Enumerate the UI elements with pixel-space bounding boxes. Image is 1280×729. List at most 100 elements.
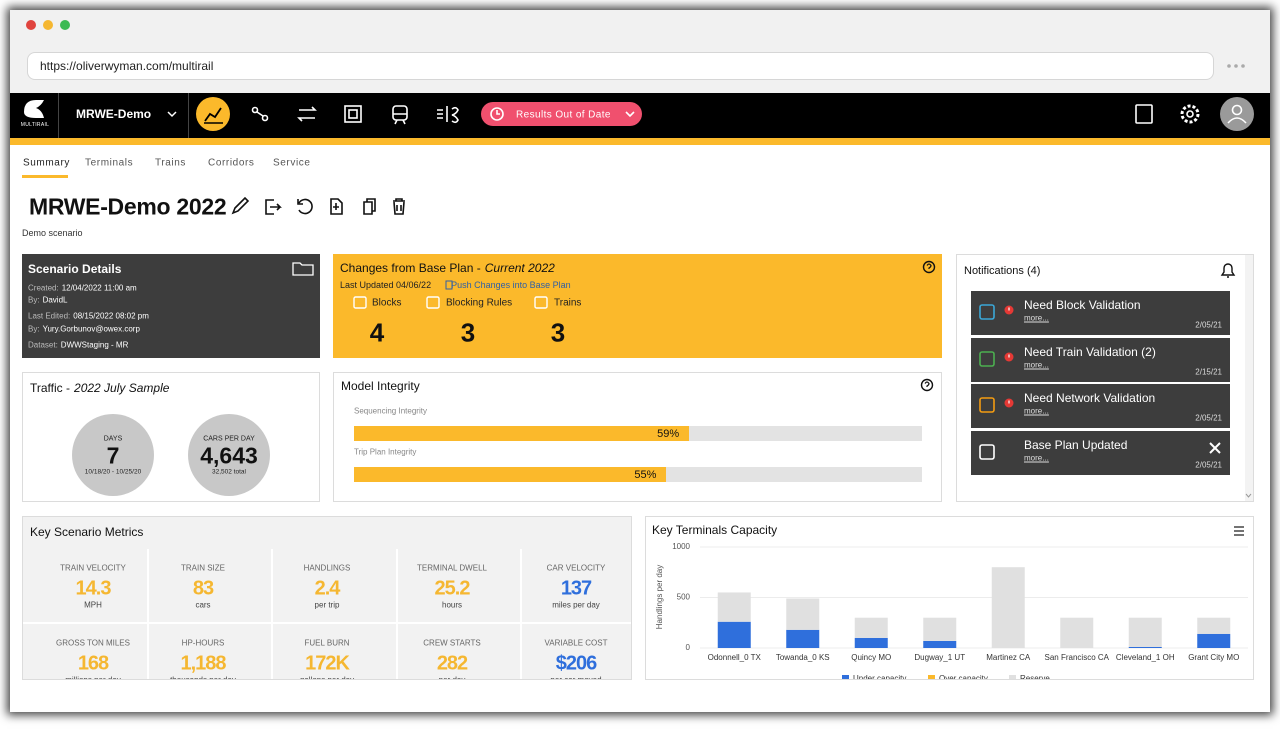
metric-label: VARIABLE COST bbox=[544, 638, 608, 648]
model-integrity-panel: Model Integrity Sequencing Integrity 59% Tr… bbox=[333, 372, 942, 502]
last-updated: Last Updated 04/06/22 bbox=[340, 280, 432, 290]
notification-card[interactable]: Base Plan Updated more... 2/05/21 bbox=[971, 431, 1230, 475]
detail-row: Created: 12/04/2022 11:00 am bbox=[28, 284, 137, 293]
detail-row: By: Yury.Gorbunov@owex.corp bbox=[28, 325, 140, 334]
y-tick-label: 1000 bbox=[672, 542, 690, 551]
scrollbar bbox=[1245, 255, 1253, 501]
panel-title: Model Integrity bbox=[341, 379, 420, 393]
stat-circle bbox=[188, 414, 270, 496]
x-tick-label: Towanda_0 KS bbox=[776, 653, 830, 662]
metric-value: 2.4 bbox=[314, 577, 341, 600]
detail-value: 12/04/2022 11:00 am bbox=[61, 283, 137, 293]
metric-value: 14.3 bbox=[75, 577, 112, 600]
metric-label: CREW STARTS bbox=[423, 638, 481, 648]
metric-value: 25.2 bbox=[434, 577, 471, 600]
metric-label: TRAIN VELOCITY bbox=[60, 563, 126, 573]
cell-divider bbox=[520, 549, 522, 679]
cell-divider bbox=[396, 549, 398, 679]
stat-value: 7 bbox=[106, 442, 120, 469]
logo-text: MULTIRAIL bbox=[20, 122, 50, 128]
status-button[interactable] bbox=[481, 102, 642, 126]
tab[interactable]: Terminals bbox=[85, 157, 134, 169]
metric-unit: per trip bbox=[314, 600, 340, 610]
chart: Key Terminals Capacity Handlings per day 0… bbox=[652, 523, 1248, 679]
detail-row: By: DavidL bbox=[28, 296, 67, 305]
stat-circle bbox=[72, 414, 154, 496]
notification-date: 2/05/21 bbox=[1195, 413, 1222, 423]
change-value: 3 bbox=[550, 317, 566, 348]
notification-link[interactable]: more... bbox=[1024, 406, 1049, 416]
bar-segment bbox=[717, 621, 751, 648]
notification-card[interactable]: Need Block Validation more... 2/05/21 bbox=[971, 291, 1230, 335]
metric-unit: cars bbox=[195, 600, 211, 610]
detail-value: DWWStaging - MR bbox=[60, 340, 129, 350]
bar-value-label: 55% bbox=[634, 468, 657, 481]
legend-swatch[interactable] bbox=[928, 675, 935, 679]
legend-label[interactable]: Reserve bbox=[1020, 674, 1050, 679]
notification-link[interactable]: more... bbox=[1024, 360, 1049, 370]
metric-value: 137 bbox=[560, 577, 592, 600]
notification-card[interactable]: Need Train Validation (2) more... 2/15/21 bbox=[971, 338, 1230, 382]
traffic-panel: Traffic -2022 July Sample DAYS 7 10/18/20 -… bbox=[22, 372, 320, 502]
x-tick-label: Grant City MO bbox=[1188, 653, 1239, 662]
cell-divider bbox=[147, 549, 149, 679]
tab[interactable]: Summary bbox=[23, 157, 70, 169]
detail-label: Last Edited: bbox=[28, 311, 71, 321]
detail-label: By: bbox=[28, 295, 40, 305]
x-tick-label: Quincy MO bbox=[851, 653, 891, 662]
metric-label: FUEL BURN bbox=[304, 638, 350, 648]
address-bar[interactable] bbox=[27, 52, 1214, 80]
tab[interactable]: Trains bbox=[155, 157, 187, 169]
change-value: 4 bbox=[369, 317, 385, 348]
metric-label: TRAIN SIZE bbox=[180, 563, 226, 573]
tab-underline bbox=[22, 175, 68, 178]
legend-label[interactable]: Under capacity bbox=[853, 674, 906, 679]
metric-value: 282 bbox=[436, 652, 468, 675]
url-text: https://oliverwyman.com/multirail bbox=[40, 59, 214, 73]
notification-date: 2/05/21 bbox=[1195, 460, 1222, 470]
bar-segment bbox=[923, 617, 957, 641]
legend-swatch[interactable] bbox=[1009, 675, 1016, 679]
notification-link[interactable]: more... bbox=[1024, 453, 1049, 463]
header-divider bbox=[188, 93, 189, 138]
title-text: Changes from Base Plan - bbox=[340, 261, 481, 275]
change-value: 3 bbox=[460, 317, 476, 348]
detail-value: DavidL bbox=[42, 295, 68, 305]
notification-card[interactable]: Need Network Validation more... 2/05/21 bbox=[971, 384, 1230, 428]
bar-segment bbox=[1197, 617, 1231, 634]
status-text: Results Out of Date bbox=[516, 109, 611, 121]
metric-unit: miles per day bbox=[552, 600, 600, 610]
x-tick-label: San Francisco CA bbox=[1045, 653, 1110, 662]
detail-row: Dataset: DWWStaging - MR bbox=[28, 341, 128, 350]
x-tick-label: Dugway_1 UT bbox=[914, 653, 965, 662]
x-tick-label: Cleveland_1 OH bbox=[1116, 653, 1175, 662]
project-name[interactable]: MRWE-Demo bbox=[76, 107, 152, 121]
bar-segment bbox=[923, 640, 957, 648]
bar-segment bbox=[1128, 646, 1162, 648]
stat-label: DAYS bbox=[103, 435, 123, 443]
bar-segment bbox=[854, 617, 888, 638]
notification-title: Need Block Validation bbox=[1024, 298, 1141, 312]
metric-value: 168 bbox=[77, 652, 109, 675]
notification-link[interactable]: more... bbox=[1024, 313, 1049, 323]
metric-value: 172K bbox=[305, 652, 350, 675]
metric-label: TERMINAL DWELL bbox=[417, 563, 487, 573]
legend-swatch[interactable] bbox=[842, 675, 849, 679]
changes-title: Changes from Base Plan - Current 2022 bbox=[340, 261, 555, 275]
x-tick-label: Odonnell_0 TX bbox=[708, 653, 762, 662]
change-label: Blocks bbox=[372, 297, 402, 309]
legend-label[interactable]: Over capacity bbox=[939, 674, 988, 679]
bar-segment bbox=[854, 637, 888, 648]
bar-segment bbox=[1128, 617, 1162, 647]
tab[interactable]: Service bbox=[273, 157, 311, 169]
traffic-title: Traffic -2022 July Sample bbox=[30, 381, 169, 395]
stat-detail: 10/18/20 - 10/25/20 bbox=[84, 468, 142, 476]
notification-date: 2/15/21 bbox=[1195, 367, 1222, 377]
title-text: Traffic - bbox=[30, 381, 71, 395]
bar-segment bbox=[991, 567, 1025, 648]
panel-title: Key Scenario Metrics bbox=[30, 525, 144, 539]
detail-label: Dataset: bbox=[28, 340, 58, 350]
tab[interactable]: Corridors bbox=[208, 157, 255, 169]
scenario-title: MRWE-Demo 2022 bbox=[29, 193, 227, 220]
push-link[interactable]: Push Changes into Base Plan bbox=[451, 280, 571, 290]
